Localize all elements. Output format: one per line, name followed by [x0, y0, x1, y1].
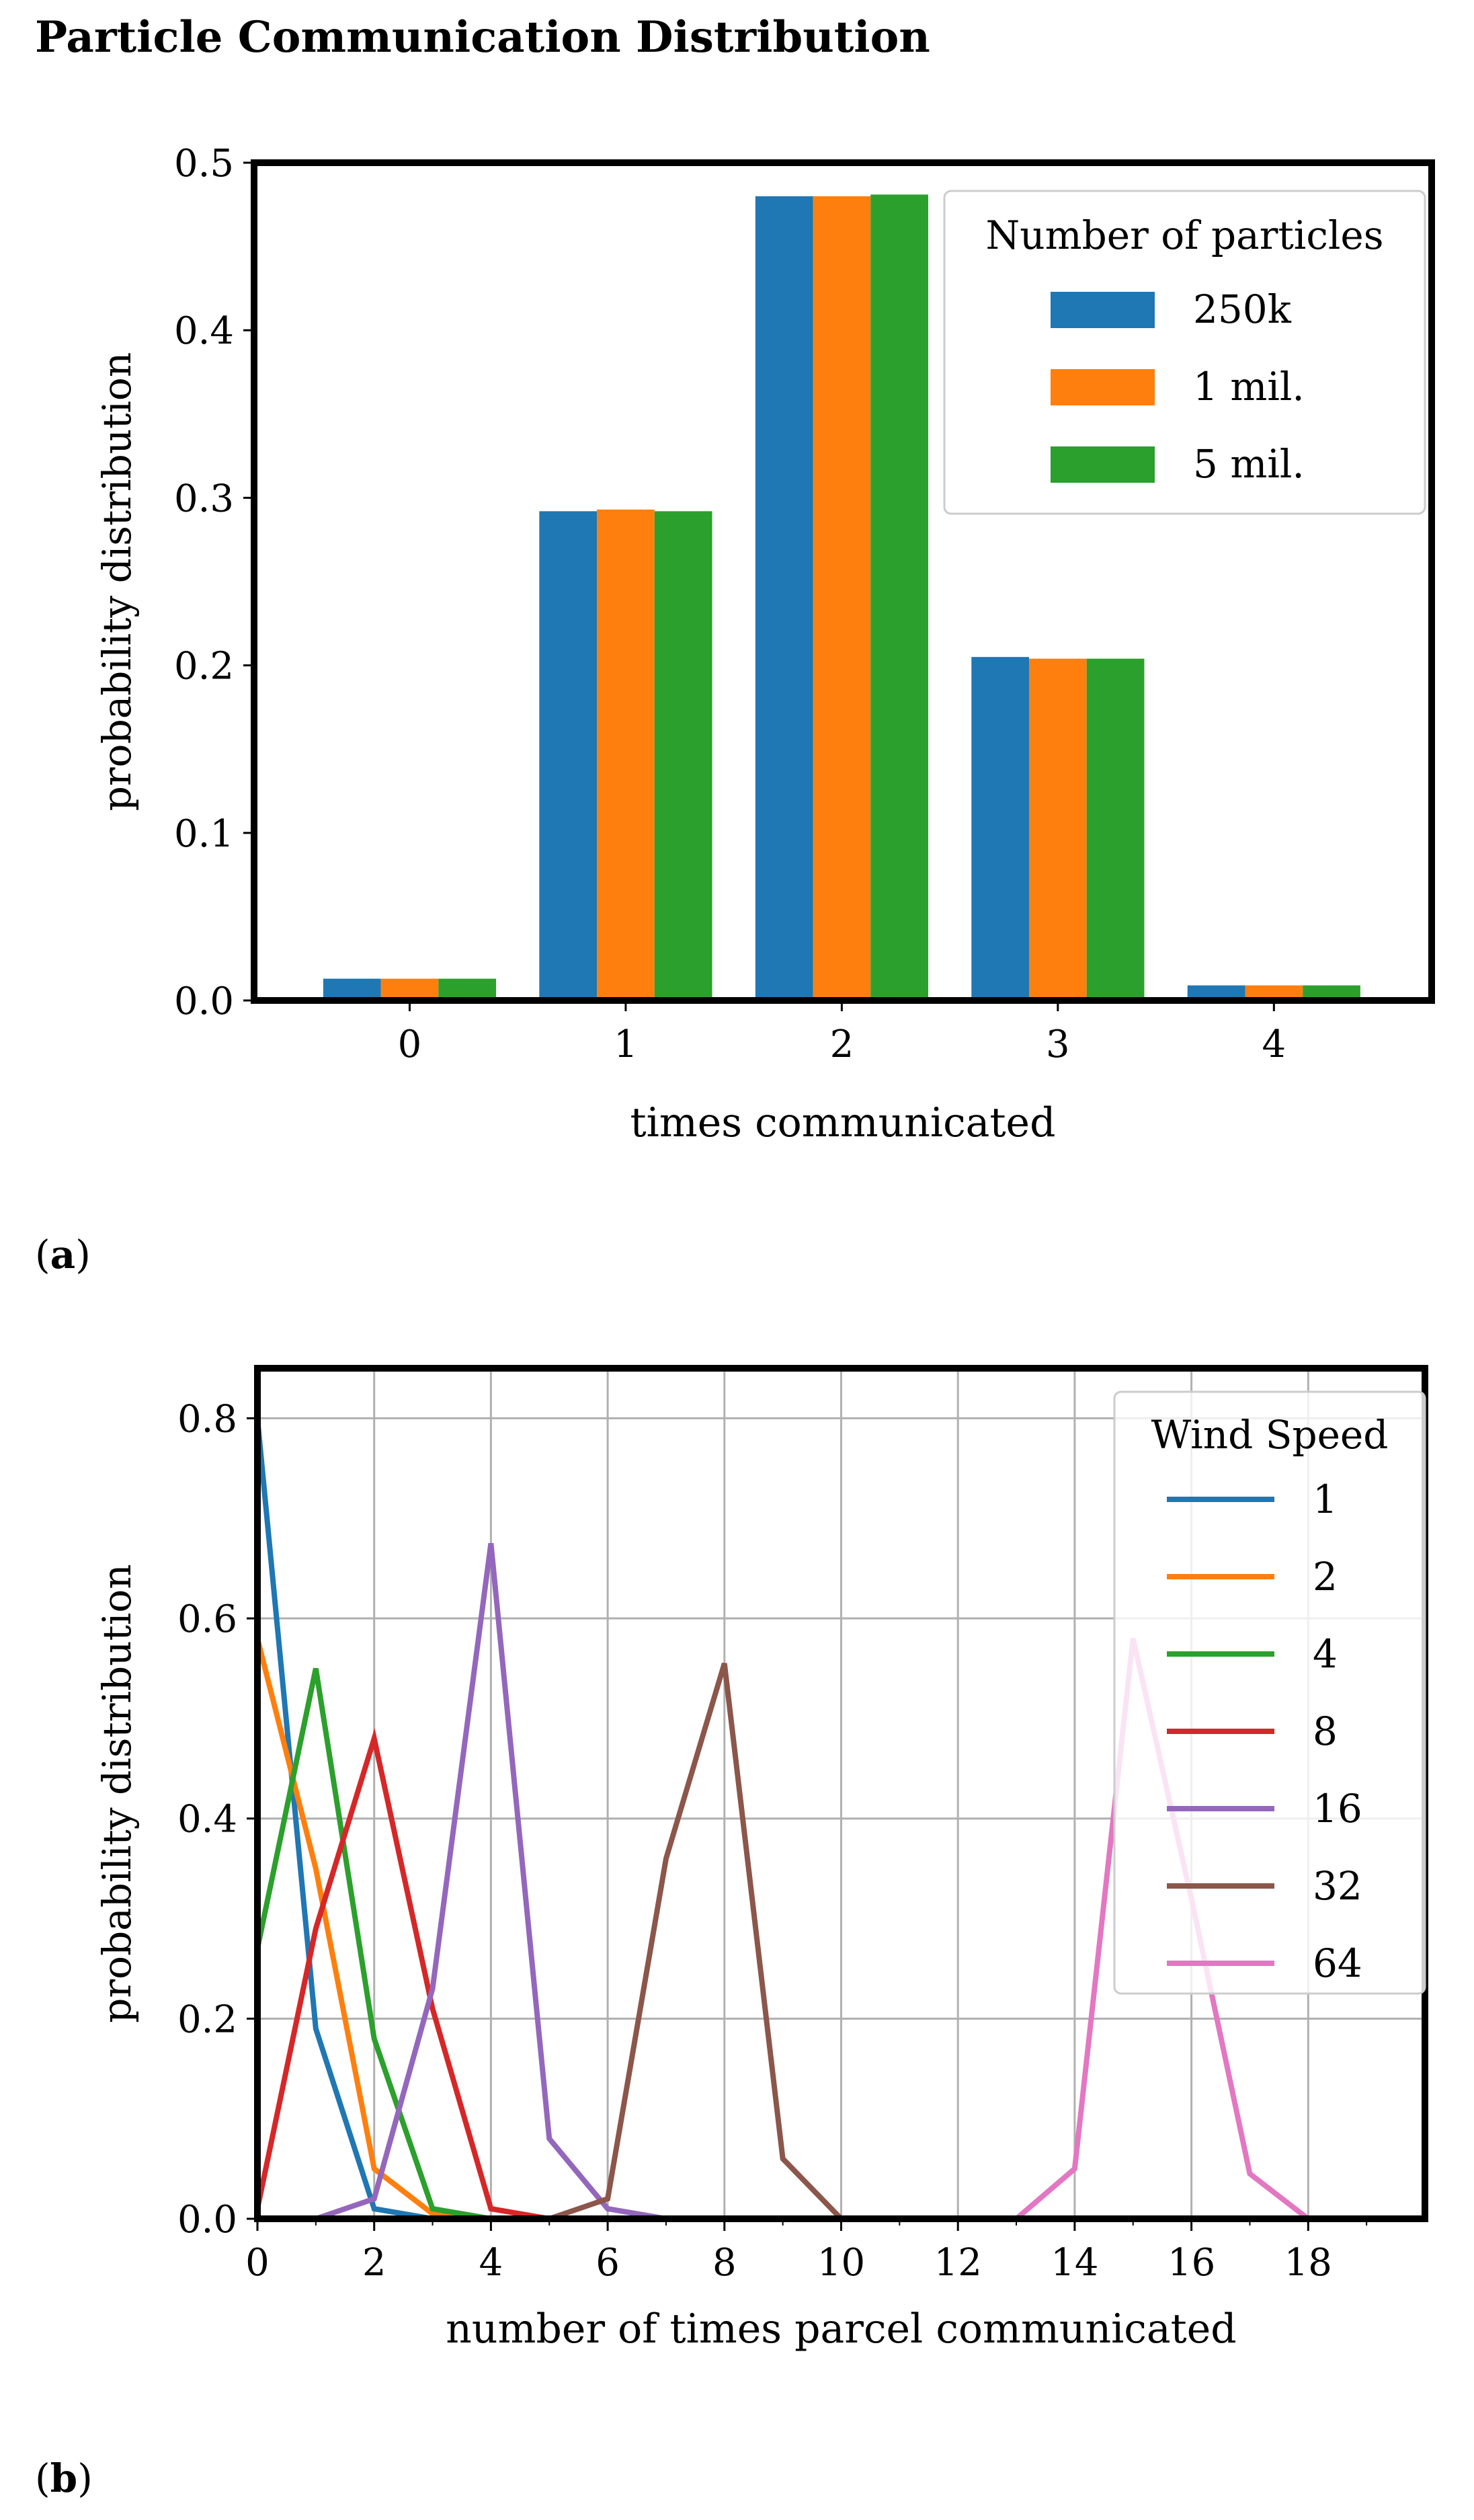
y-tick-label: 0.2: [177, 1998, 237, 2041]
bar-1mil-2: [813, 196, 871, 1001]
panel-label-b-text: b: [50, 2455, 78, 2501]
bar-5mil-0: [438, 978, 497, 1000]
x-tick-label: 2: [362, 2241, 386, 2285]
plot-frame: [251, 159, 1435, 1004]
legend-label-8: 8: [1313, 1708, 1338, 1754]
y-tick-label: 0.0: [174, 980, 234, 1023]
panel-label-a-text: a: [50, 1232, 76, 1277]
y-axis-label: probability distribution: [94, 1564, 140, 2022]
y-tick-label: 0.8: [177, 1397, 237, 1441]
legend-label-1: 1: [1313, 1476, 1338, 1522]
bar-5mil-1: [654, 511, 712, 1000]
legend-label-2: 2: [1313, 1554, 1338, 1600]
legend-label-16: 16: [1313, 1786, 1362, 1832]
y-tick-label: 0.2: [174, 645, 234, 688]
legend-swatch-3: [1051, 446, 1155, 483]
y-tick-label: 0.5: [174, 142, 234, 186]
x-tick-label: 0: [398, 1023, 422, 1066]
bar-5mil-2: [870, 194, 928, 1000]
bar-250k-0: [323, 978, 381, 1000]
bar-1mil-1: [597, 509, 655, 1000]
x-tick-label: 2: [830, 1023, 854, 1066]
x-tick-label: 14: [1051, 2241, 1098, 2285]
x-tick-label: 16: [1168, 2241, 1215, 2285]
y-tick-label: 0.4: [177, 1798, 237, 1842]
x-axis-label: number of times parcel communicated: [446, 2306, 1236, 2353]
bar-250k-4: [1187, 985, 1245, 1000]
legend-label-2: 1 mil.: [1193, 364, 1305, 409]
legend-box: [1113, 1390, 1426, 1995]
bar-1mil-0: [380, 978, 439, 1000]
x-axis-label: times communicated: [630, 1099, 1056, 1146]
bar-5mil-3: [1086, 658, 1145, 1000]
legend-title: Wind Speed: [1151, 1412, 1389, 1458]
x-tick-label: 3: [1046, 1023, 1070, 1066]
x-tick-label: 4: [1262, 1023, 1286, 1066]
y-tick-label: 0.4: [174, 309, 234, 353]
y-tick-label: 0.1: [174, 812, 234, 856]
x-tick-label: 4: [479, 2241, 503, 2285]
legend-label-4: 4: [1313, 1631, 1338, 1677]
x-tick-label: 8: [712, 2241, 737, 2285]
bar-250k-2: [755, 196, 813, 1001]
y-tick-label: 0.6: [177, 1598, 237, 1641]
bar-250k-1: [539, 511, 598, 1000]
page-title: Particle Communication Distribution: [35, 12, 930, 63]
bar-250k-3: [971, 657, 1029, 1000]
x-tick-label: 0: [245, 2241, 270, 2285]
bar-5mil-4: [1303, 985, 1360, 1000]
legend-label-3: 5 mil.: [1193, 441, 1305, 487]
legend-box: [943, 190, 1426, 515]
x-tick-label: 1: [614, 1023, 638, 1066]
legend-label-64: 64: [1313, 1940, 1362, 1986]
panel-label-b: (b): [35, 2455, 93, 2501]
legend-label-32: 32: [1313, 1863, 1362, 1909]
x-tick-label: 6: [596, 2241, 620, 2285]
legend-label-1: 250k: [1193, 286, 1292, 332]
legend-swatch-1: [1051, 292, 1155, 328]
x-tick-label: 10: [817, 2241, 865, 2285]
y-tick-label: 0.3: [174, 477, 234, 520]
legend-title: Number of particles: [986, 212, 1384, 258]
x-tick-label: 12: [934, 2241, 982, 2285]
x-tick-label: 18: [1284, 2241, 1332, 2285]
panel-label-a: (a): [35, 1232, 91, 1277]
y-tick-label: 0.0: [177, 2198, 237, 2242]
bar-1mil-3: [1028, 658, 1087, 1000]
legend-swatch-2: [1051, 369, 1155, 405]
y-axis-label: probability distribution: [94, 352, 140, 811]
chart-a-bar: 0.0 0.1 0.2 0.3 0.4 0.5 0 1 2 3 4 times communicate…: [94, 142, 1435, 1146]
bar-1mil-4: [1245, 985, 1303, 1000]
